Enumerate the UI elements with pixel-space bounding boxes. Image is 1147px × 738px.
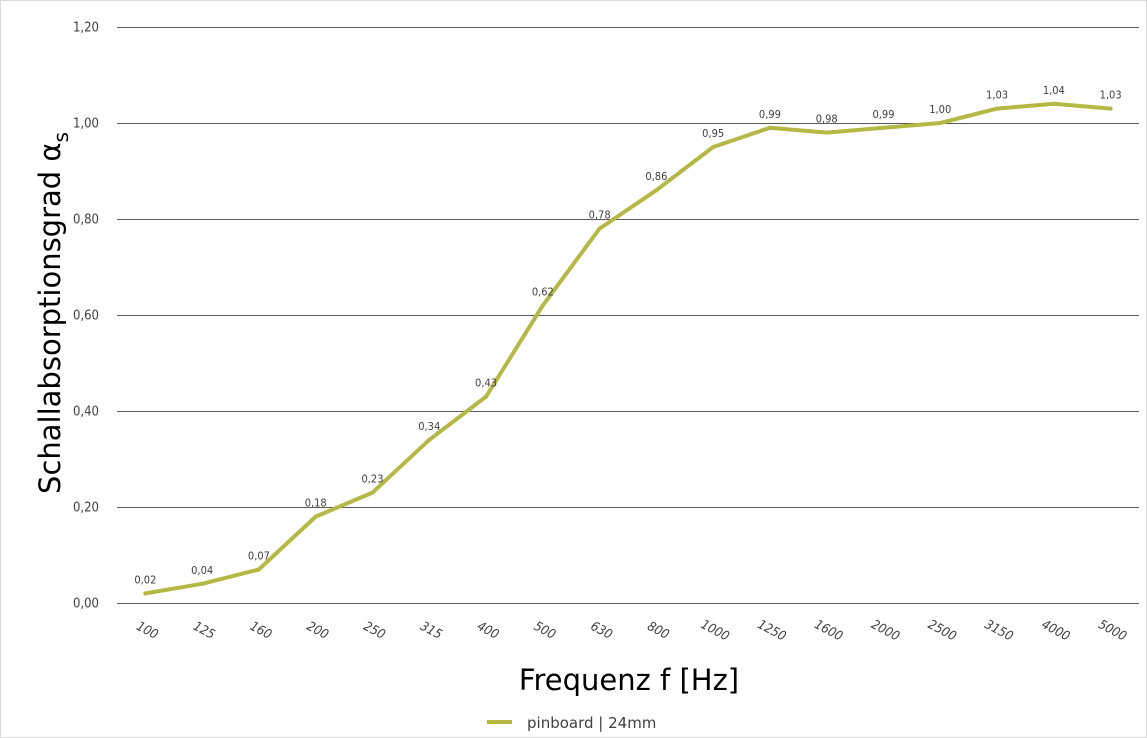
- data-point: [654, 188, 659, 193]
- y-tick-label: 0,20: [73, 501, 99, 516]
- data-point: [200, 581, 205, 586]
- y-tick-label: 1,20: [73, 21, 99, 36]
- x-tick-label: 315: [418, 619, 445, 643]
- x-tick-label: 2500: [925, 617, 958, 644]
- data-label: 0,02: [134, 573, 156, 586]
- x-axis-title: Frequenz f [Hz]: [519, 663, 739, 697]
- y-axis-title: Schallabsorptionsgrad αs: [33, 132, 73, 494]
- x-tick-label: 250: [361, 619, 388, 643]
- data-point: [1108, 106, 1113, 111]
- y-axis-ticks: 0,00 0,20 0,40 0,60 0,80 1,00 1,20: [73, 21, 99, 612]
- x-tick-label: 1000: [698, 617, 731, 644]
- data-point: [484, 394, 489, 399]
- data-label: 0,43: [475, 377, 497, 390]
- data-label: 0,99: [872, 108, 894, 121]
- data-point: [938, 121, 943, 125]
- data-point: [427, 437, 432, 442]
- data-label: 1,03: [986, 89, 1008, 102]
- data-point: [711, 145, 716, 149]
- x-axis-ticks: 100 125 160 200 250 315 400 500 630 800 1000 1250 16…: [134, 617, 1129, 644]
- data-point: [597, 226, 602, 231]
- data-point: [313, 514, 318, 519]
- y-tick-label: 0,40: [73, 405, 99, 420]
- data-label: 1,04: [1043, 84, 1065, 97]
- x-tick-label: 3150: [982, 617, 1015, 644]
- data-label: 0,34: [418, 420, 440, 433]
- x-tick-label: 4000: [1039, 617, 1072, 644]
- x-tick-label: 125: [190, 619, 217, 643]
- series-line: [143, 101, 1113, 596]
- x-tick-label: 100: [134, 619, 161, 643]
- data-label: 0,07: [248, 549, 270, 562]
- x-tick-label: 500: [531, 619, 558, 643]
- x-tick-label: 800: [645, 619, 672, 643]
- data-point: [256, 567, 261, 572]
- x-tick-label: 400: [474, 619, 501, 643]
- data-label: 0,23: [361, 473, 383, 486]
- data-labels: 0,02 0,04 0,07 0,18 0,23 0,34 0,43 0,62 0,78 0,86…: [134, 84, 1121, 587]
- x-tick-label: 2000: [868, 617, 901, 644]
- data-label: 0,86: [645, 170, 667, 183]
- data-label: 0,04: [191, 564, 213, 577]
- data-point: [540, 303, 545, 308]
- data-point: [143, 591, 148, 596]
- x-tick-label: 160: [247, 619, 274, 643]
- data-label: 1,00: [929, 103, 951, 116]
- y-tick-label: 1,00: [73, 117, 99, 132]
- y-tick-label: 0,80: [73, 213, 99, 228]
- data-point: [824, 130, 829, 135]
- data-point: [767, 125, 772, 130]
- data-label: 0,99: [759, 108, 781, 121]
- data-point: [370, 490, 375, 495]
- x-tick-label: 1600: [812, 617, 845, 644]
- x-tick-label: 630: [588, 619, 615, 643]
- data-label: 0,95: [702, 127, 724, 140]
- legend: pinboard | 24mm: [487, 714, 656, 732]
- data-point: [1051, 101, 1056, 106]
- data-label: 0,62: [532, 285, 554, 298]
- data-label: 1,03: [1100, 89, 1122, 102]
- x-tick-label: 1250: [755, 617, 788, 644]
- data-point: [881, 125, 886, 130]
- series-layer: [143, 101, 1113, 596]
- x-tick-label: 5000: [1096, 617, 1129, 644]
- data-label: 0,98: [816, 113, 838, 126]
- y-tick-label: 0,60: [73, 309, 99, 324]
- gridlines: [117, 27, 1139, 604]
- data-point: [995, 106, 1000, 111]
- x-tick-label: 200: [304, 619, 331, 643]
- y-tick-label: 0,00: [73, 597, 99, 612]
- legend-label: pinboard | 24mm: [527, 714, 656, 732]
- data-label: 0,18: [305, 497, 327, 510]
- data-label: 0,78: [589, 209, 611, 222]
